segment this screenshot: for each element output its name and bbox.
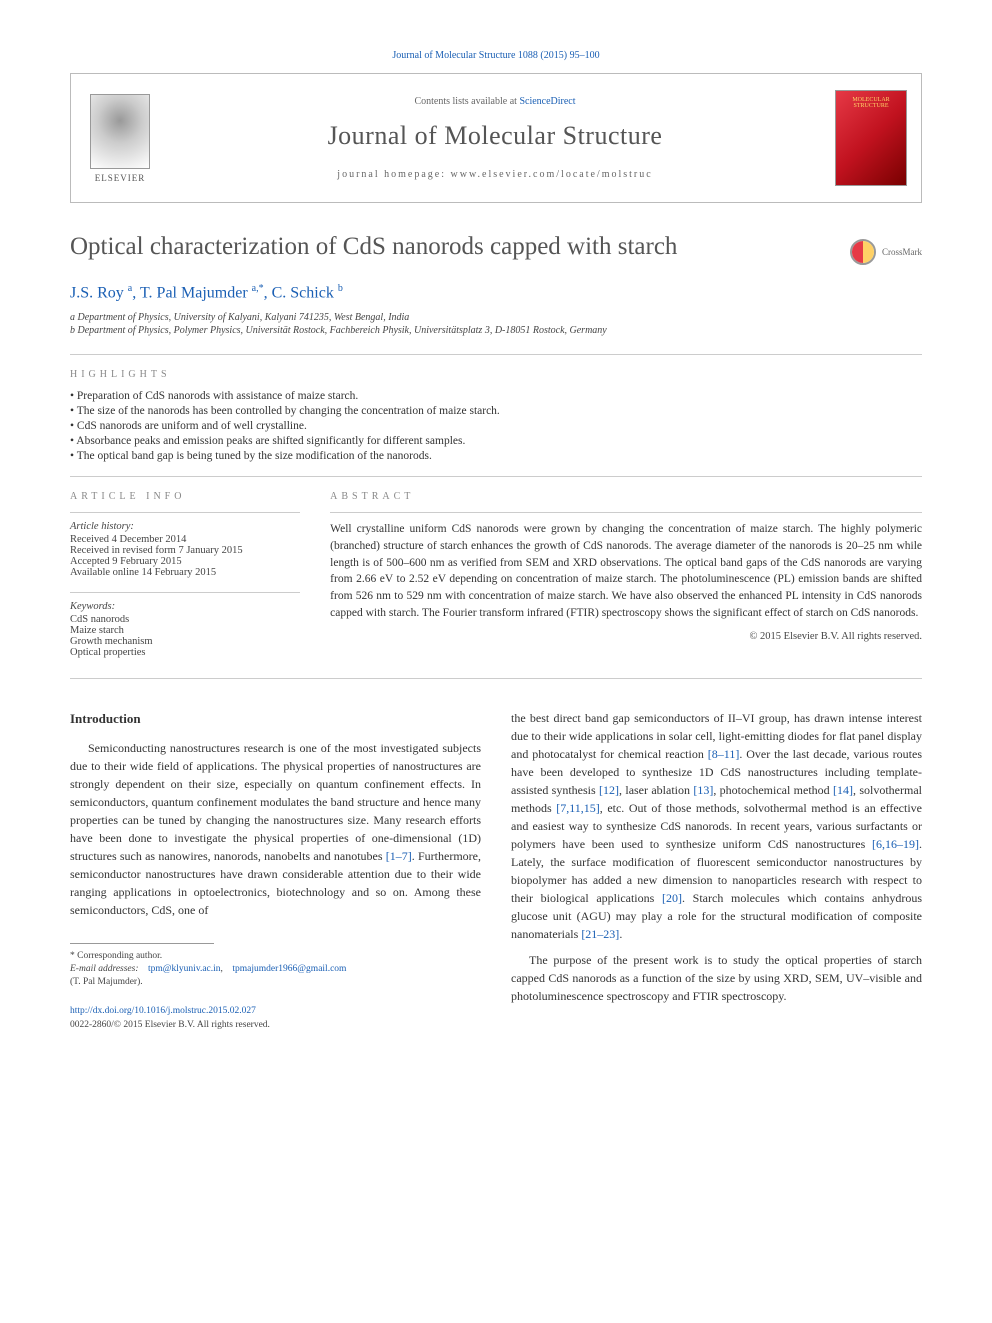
rule bbox=[330, 512, 922, 513]
ref-link[interactable]: [14] bbox=[833, 783, 853, 797]
issn-copyright: 0022-2860/© 2015 Elsevier B.V. All right… bbox=[70, 1018, 481, 1032]
crossmark-icon bbox=[850, 239, 876, 265]
ref-link[interactable]: [7,11,15] bbox=[556, 801, 600, 815]
highlight-item: The optical band gap is being tuned by t… bbox=[70, 450, 922, 462]
rule bbox=[70, 512, 300, 513]
ref-link[interactable]: [21–23] bbox=[581, 927, 619, 941]
abstract-text: Well crystalline uniform CdS nanorods we… bbox=[330, 521, 922, 621]
rule bbox=[70, 678, 922, 679]
journal-header: ELSEVIER Contents lists available at Sci… bbox=[70, 73, 922, 203]
citation-line: Journal of Molecular Structure 1088 (201… bbox=[70, 50, 922, 61]
highlight-item: The size of the nanorods has been contro… bbox=[70, 405, 922, 417]
publisher-logo-block: ELSEVIER bbox=[85, 94, 155, 183]
ref-link[interactable]: [12] bbox=[599, 783, 619, 797]
body-paragraph: Semiconducting nanostructures research i… bbox=[70, 739, 481, 919]
body-paragraph: the best direct band gap semiconductors … bbox=[511, 709, 922, 943]
ref-link[interactable]: [13] bbox=[693, 783, 713, 797]
journal-name: Journal of Molecular Structure bbox=[155, 121, 835, 151]
authors-line: J.S. Roy a, T. Pal Majumder a,*, C. Schi… bbox=[70, 283, 922, 302]
affiliation-b: b Department of Physics, Polymer Physics… bbox=[70, 325, 922, 336]
abstract-label: ABSTRACT bbox=[330, 491, 922, 502]
body-text: , laser ablation bbox=[619, 783, 693, 797]
article-title: Optical characterization of CdS nanorods… bbox=[70, 233, 850, 261]
body-text: , photochemical method bbox=[713, 783, 833, 797]
history-item: Available online 14 February 2015 bbox=[70, 567, 300, 578]
abstract-copyright: © 2015 Elsevier B.V. All rights reserved… bbox=[330, 631, 922, 642]
keyword: Growth mechanism bbox=[70, 636, 300, 647]
history-item: Received in revised form 7 January 2015 bbox=[70, 545, 300, 556]
footnote-rule bbox=[70, 943, 214, 944]
highlights-list: Preparation of CdS nanorods with assista… bbox=[70, 390, 922, 462]
highlight-item: Absorbance peaks and emission peaks are … bbox=[70, 435, 922, 447]
elsevier-tree-icon bbox=[90, 94, 150, 169]
affiliations: a Department of Physics, University of K… bbox=[70, 312, 922, 336]
corresponding-author: * Corresponding author. bbox=[70, 950, 481, 963]
article-info-column: ARTICLE INFO Article history: Received 4… bbox=[70, 491, 300, 658]
highlight-item: CdS nanorods are uniform and of well cry… bbox=[70, 420, 922, 432]
contents-prefix: Contents lists available at bbox=[414, 96, 519, 107]
history-label: Article history: bbox=[70, 521, 300, 532]
highlight-item: Preparation of CdS nanorods with assista… bbox=[70, 390, 922, 402]
body-col-left: Introduction Semiconducting nanostructur… bbox=[70, 709, 481, 1032]
ref-link[interactable]: [20] bbox=[662, 891, 682, 905]
keyword: CdS nanorods bbox=[70, 614, 300, 625]
email-label: E-mail addresses: bbox=[70, 964, 139, 974]
keywords-label: Keywords: bbox=[70, 601, 300, 612]
sciencedirect-link[interactable]: ScienceDirect bbox=[519, 96, 575, 107]
ref-link[interactable]: [6,16–19] bbox=[872, 837, 919, 851]
keyword: Optical properties bbox=[70, 647, 300, 658]
publisher-label: ELSEVIER bbox=[95, 173, 146, 183]
history-item: Accepted 9 February 2015 bbox=[70, 556, 300, 567]
crossmark-badge[interactable]: CrossMark bbox=[850, 239, 922, 265]
email-link[interactable]: tpmajumder1966@gmail.com bbox=[232, 964, 346, 974]
article-info-label: ARTICLE INFO bbox=[70, 491, 300, 502]
journal-homepage: journal homepage: www.elsevier.com/locat… bbox=[155, 169, 835, 180]
email-link[interactable]: tpm@klyuniv.ac.in bbox=[148, 964, 221, 974]
ref-link[interactable]: [8–11] bbox=[708, 747, 740, 761]
highlights-label: HIGHLIGHTS bbox=[70, 369, 922, 380]
footnote-block: * Corresponding author. E-mail addresses… bbox=[70, 950, 481, 990]
doi-line: http://dx.doi.org/10.1016/j.molstruc.201… bbox=[70, 1004, 481, 1018]
crossmark-label: CrossMark bbox=[882, 247, 922, 257]
abstract-column: ABSTRACT Well crystalline uniform CdS na… bbox=[330, 491, 922, 658]
keyword: Maize starch bbox=[70, 625, 300, 636]
history-item: Received 4 December 2014 bbox=[70, 534, 300, 545]
contents-available-line: Contents lists available at ScienceDirec… bbox=[155, 96, 835, 107]
rule bbox=[70, 476, 922, 477]
intro-heading: Introduction bbox=[70, 709, 481, 729]
journal-cover-thumb: MOLECULAR STRUCTURE bbox=[835, 90, 907, 186]
body-paragraph: The purpose of the present work is to st… bbox=[511, 951, 922, 1005]
body-col-right: the best direct band gap semiconductors … bbox=[511, 709, 922, 1032]
rule bbox=[70, 354, 922, 355]
body-text: Semiconducting nanostructures research i… bbox=[70, 741, 481, 863]
body-columns: Introduction Semiconducting nanostructur… bbox=[70, 709, 922, 1032]
rule bbox=[70, 592, 300, 593]
doi-link[interactable]: http://dx.doi.org/10.1016/j.molstruc.201… bbox=[70, 1006, 256, 1016]
body-text: . bbox=[619, 927, 622, 941]
ref-link[interactable]: [1–7] bbox=[386, 849, 412, 863]
affiliation-a: a Department of Physics, University of K… bbox=[70, 312, 922, 323]
email-owner: (T. Pal Majumder). bbox=[70, 976, 481, 989]
